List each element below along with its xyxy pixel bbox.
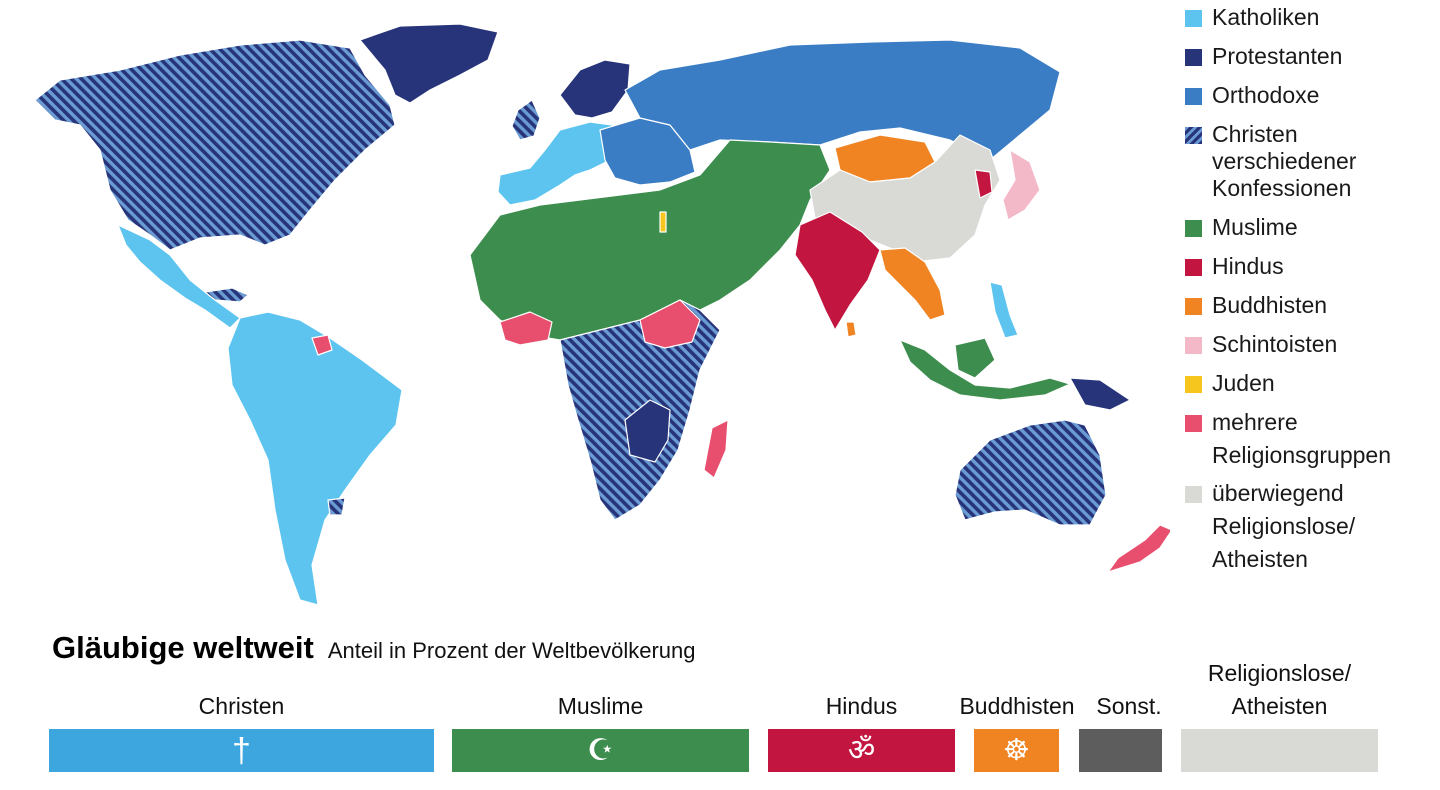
legend-swatch-orthodox: [1185, 88, 1202, 105]
bar-religionslose: [1181, 729, 1378, 772]
legend-item-orthodox: Orthodoxe: [1185, 82, 1319, 109]
region-guyana: [311, 334, 333, 356]
legend-swatch-protestant: [1185, 49, 1202, 66]
region-japan: [1002, 149, 1041, 221]
region-mexico-central-america: [117, 224, 241, 329]
legend-swatch-mixed-christian: [1185, 127, 1202, 144]
legend-swatch-catholic: [1185, 10, 1202, 27]
bar-label-christen: Christen: [198, 693, 285, 719]
region-madagascar: [703, 419, 729, 479]
page-subtitle: Anteil in Prozent der Weltbevölkerung: [327, 638, 696, 663]
region-indonesia: [899, 339, 1071, 401]
legend-item-jewish: Juden: [1185, 370, 1275, 397]
bar-label-hindus: Hindus: [825, 693, 898, 719]
legend-label: überwiegend Religionslose/ Atheisten: [1212, 480, 1356, 572]
legend-swatch-hindu: [1185, 259, 1202, 276]
bar-label-sonst: Sonst.: [1096, 693, 1162, 719]
region-southeast-asia: [879, 247, 946, 321]
region-scandinavia: [559, 59, 631, 119]
legend-swatch-jewish: [1185, 376, 1202, 393]
region-russia: [624, 39, 1061, 161]
bar-christen: †: [49, 729, 434, 772]
region-horn-africa: [639, 299, 701, 349]
legend-label: Orthodoxe: [1212, 82, 1320, 108]
page-title: Gläubige weltweit: [52, 630, 314, 665]
legend-item-hindu: Hindus: [1185, 253, 1284, 280]
crescent-star-icon: ☪: [587, 733, 614, 767]
legend-item-buddhist: Buddhisten: [1185, 292, 1327, 319]
legend-item-multiple: mehrere Religionsgruppen: [1185, 409, 1391, 472]
legend-label: mehrere Religionsgruppen: [1212, 409, 1392, 468]
region-british-isles: [511, 99, 541, 141]
region-caribbean: [204, 287, 249, 303]
chart-title-row: Gläubige weltweit Anteil in Prozent der …: [52, 630, 696, 666]
bar-buddhisten: ☸: [974, 729, 1059, 772]
region-papua: [1069, 377, 1131, 411]
region-uruguay: [327, 497, 346, 516]
region-west-africa-multi: [499, 311, 553, 346]
cross-icon: †: [232, 731, 251, 770]
region-borneo: [954, 337, 996, 379]
region-australia: [954, 419, 1107, 526]
dharma-wheel-icon: ☸: [1003, 733, 1030, 767]
legend-label: Christen verschiedener Konfessionen: [1212, 121, 1357, 201]
legend-label: Juden: [1212, 370, 1275, 396]
legend-item-catholic: Katholiken: [1185, 4, 1319, 31]
legend-item-shinto: Schintoisten: [1185, 331, 1337, 358]
region-india: [794, 211, 881, 331]
legend-swatch-buddhist: [1185, 298, 1202, 315]
legend-label: Schintoisten: [1212, 331, 1338, 357]
legend-item-irreligious: überwiegend Religionslose/ Atheisten: [1185, 480, 1355, 576]
legend-label: Katholiken: [1212, 4, 1320, 30]
legend-label: Muslime: [1212, 214, 1298, 240]
legend-label: Hindus: [1212, 253, 1284, 279]
legend-label: Buddhisten: [1212, 292, 1328, 318]
om-icon: ॐ: [847, 733, 876, 767]
bar-label-muslime: Muslime: [557, 693, 644, 719]
world-religion-map: [34, 23, 1170, 606]
legend-item-muslim: Muslime: [1185, 214, 1298, 241]
legend-swatch-muslim: [1185, 220, 1202, 237]
bar-muslime: ☪: [452, 729, 749, 772]
legend-swatch-irreligious: [1185, 486, 1202, 503]
region-north-america: [34, 39, 396, 251]
bar-hindus: ॐ: [768, 729, 955, 772]
region-korea: [974, 169, 993, 199]
bar-label-buddhisten: Buddhisten: [959, 693, 1075, 719]
legend-item-mixed-christian: Christen verschiedener Konfessionen: [1185, 121, 1356, 202]
bar-sonst: [1079, 729, 1162, 772]
region-philippines: [989, 281, 1019, 339]
bar-label-religionslose: Religionslose/ Atheisten: [1207, 660, 1352, 719]
legend-swatch-shinto: [1185, 337, 1202, 354]
region-israel: [659, 211, 667, 233]
region-south-america: [227, 311, 403, 606]
legend-item-protestant: Protestanten: [1185, 43, 1342, 70]
region-sri-lanka: [845, 321, 857, 338]
region-greenland: [359, 23, 499, 104]
legend-swatch-multiple: [1185, 415, 1202, 432]
region-new-zealand: [1107, 524, 1170, 573]
region-southern-africa-protestant: [624, 399, 671, 463]
legend-label: Protestanten: [1212, 43, 1343, 69]
